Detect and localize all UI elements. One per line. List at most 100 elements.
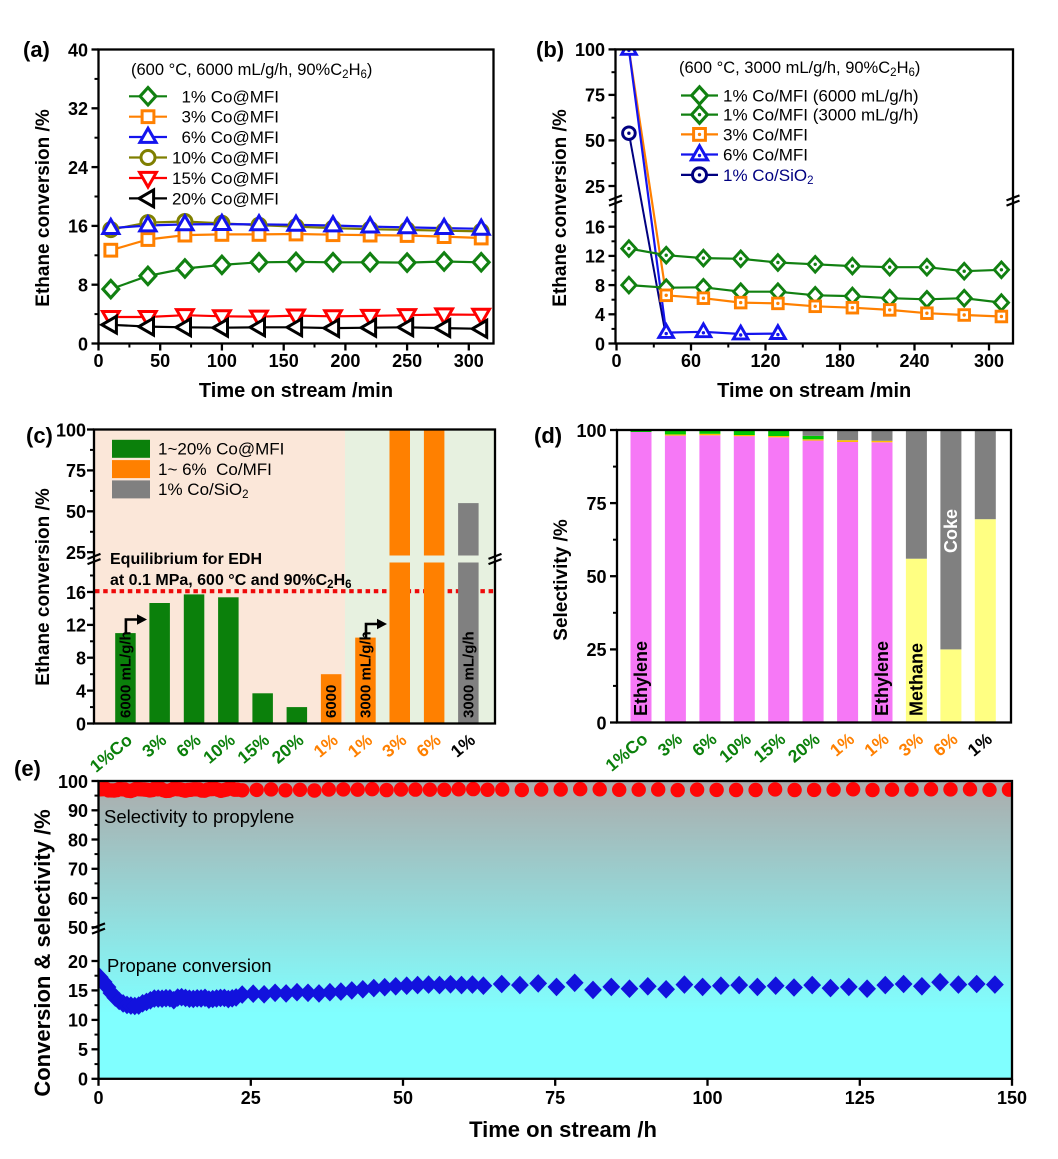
svg-text:0: 0 xyxy=(76,714,86,734)
svg-text:20% Co@MFI: 20% Co@MFI xyxy=(172,189,279,208)
svg-text:10% Co@MFI: 10% Co@MFI xyxy=(172,149,279,168)
svg-text:180: 180 xyxy=(825,351,855,371)
svg-text:100: 100 xyxy=(207,351,237,371)
svg-text:16: 16 xyxy=(66,583,86,603)
svg-text:Methane: Methane xyxy=(906,643,926,716)
svg-text:50: 50 xyxy=(68,918,88,938)
svg-text:0: 0 xyxy=(78,334,88,354)
svg-text:100: 100 xyxy=(575,40,605,60)
svg-text:16: 16 xyxy=(68,217,88,237)
svg-text:16: 16 xyxy=(585,218,605,238)
svg-text:24: 24 xyxy=(68,158,88,178)
svg-text:1% Co/MFI (3000 mL/g/h): 1% Co/MFI (3000 mL/g/h) xyxy=(723,106,919,125)
svg-text:Selectivity to propylene: Selectivity to propylene xyxy=(104,806,294,827)
svg-text:240: 240 xyxy=(899,351,929,371)
svg-text:15: 15 xyxy=(68,981,88,1001)
svg-text:12: 12 xyxy=(66,616,86,636)
svg-text:0: 0 xyxy=(595,334,605,354)
svg-text:(b): (b) xyxy=(536,37,564,62)
svg-text:60: 60 xyxy=(68,889,88,909)
svg-text:250: 250 xyxy=(392,351,422,371)
svg-text:Ethane conversion /%: Ethane conversion /% xyxy=(33,109,54,307)
svg-text:150: 150 xyxy=(997,1088,1027,1108)
svg-text:75: 75 xyxy=(585,86,605,106)
svg-text:0: 0 xyxy=(93,1088,103,1108)
svg-text:0: 0 xyxy=(596,713,606,733)
svg-text:3% Co/MFI: 3% Co/MFI xyxy=(723,125,808,144)
svg-text:Ethylene: Ethylene xyxy=(872,641,892,716)
svg-text:32: 32 xyxy=(68,99,88,119)
svg-text:8: 8 xyxy=(595,276,605,296)
svg-text:Time on stream /min: Time on stream /min xyxy=(199,380,393,402)
svg-text:Time on stream /min: Time on stream /min xyxy=(717,380,911,402)
svg-text:200: 200 xyxy=(330,351,360,371)
svg-text:90: 90 xyxy=(68,801,88,821)
svg-text:1% Co/SiO2: 1% Co/SiO2 xyxy=(723,166,814,187)
svg-text:Coke: Coke xyxy=(941,509,961,553)
svg-text:20: 20 xyxy=(68,952,88,972)
svg-text:0: 0 xyxy=(93,351,103,371)
svg-text:125: 125 xyxy=(845,1088,875,1108)
svg-text:50: 50 xyxy=(393,1088,413,1108)
svg-text:(e): (e) xyxy=(14,756,41,781)
svg-text:1~ 6% Co/MFI: 1~ 6% Co/MFI xyxy=(158,460,272,479)
svg-text:50: 50 xyxy=(66,502,86,522)
svg-text:(600 °C, 6000 mL/g/h, 90%C2H6): (600 °C, 6000 mL/g/h, 90%C2H6) xyxy=(131,61,372,81)
svg-text:300: 300 xyxy=(454,351,484,371)
svg-text:40: 40 xyxy=(68,40,88,60)
svg-text:5: 5 xyxy=(78,1040,88,1060)
svg-text:3000 mL/g/h: 3000 mL/g/h xyxy=(460,631,477,718)
svg-text:1% Co/SiO2: 1% Co/SiO2 xyxy=(158,480,249,501)
svg-text:100: 100 xyxy=(58,772,88,792)
svg-text:1~20% Co@MFI: 1~20% Co@MFI xyxy=(158,440,284,459)
svg-text:(a): (a) xyxy=(23,37,50,62)
svg-text:6000 mL/g/h: 6000 mL/g/h xyxy=(117,631,134,718)
svg-text:100: 100 xyxy=(692,1088,722,1108)
svg-text:10: 10 xyxy=(68,1011,88,1031)
svg-text:3000 mL/g/h: 3000 mL/g/h xyxy=(358,631,375,718)
svg-text:120: 120 xyxy=(750,351,780,371)
svg-text:75: 75 xyxy=(586,494,606,514)
svg-text:1% Co/MFI (6000 mL/g/h): 1% Co/MFI (6000 mL/g/h) xyxy=(723,87,919,106)
svg-text:Selectivity /%: Selectivity /% xyxy=(551,519,572,641)
svg-text:0: 0 xyxy=(611,351,621,371)
svg-text:Conversion & selectivity /%: Conversion & selectivity /% xyxy=(30,809,55,1096)
svg-text:50: 50 xyxy=(586,567,606,587)
svg-text:6000: 6000 xyxy=(323,685,340,718)
svg-text:60: 60 xyxy=(681,351,701,371)
svg-text:6% Co/MFI: 6% Co/MFI xyxy=(723,146,808,165)
svg-text:50: 50 xyxy=(150,351,170,371)
svg-text:(d): (d) xyxy=(534,423,562,448)
svg-text:4: 4 xyxy=(76,681,86,701)
svg-text:75: 75 xyxy=(545,1088,565,1108)
svg-text:Equilibrium for EDH: Equilibrium for EDH xyxy=(110,551,262,568)
svg-text:80: 80 xyxy=(68,830,88,850)
svg-text:Ethane conversion /%: Ethane conversion /% xyxy=(33,488,54,686)
svg-text:at 0.1 MPa, 600 °C and 90%C2H6: at 0.1 MPa, 600 °C and 90%C2H6 xyxy=(110,572,352,591)
svg-text:150: 150 xyxy=(269,351,299,371)
svg-text:25: 25 xyxy=(586,640,606,660)
svg-text:(c): (c) xyxy=(26,423,53,448)
svg-text:15% Co@MFI: 15% Co@MFI xyxy=(172,169,279,188)
svg-text:50: 50 xyxy=(585,131,605,151)
svg-text:4: 4 xyxy=(595,305,605,325)
svg-text:100: 100 xyxy=(56,420,86,440)
svg-text:25: 25 xyxy=(241,1088,261,1108)
svg-text:12: 12 xyxy=(585,247,605,267)
svg-text:25: 25 xyxy=(585,177,605,197)
svg-text:6% Co@MFI: 6% Co@MFI xyxy=(172,128,279,147)
svg-text:75: 75 xyxy=(66,461,86,481)
svg-text:Ethylene: Ethylene xyxy=(631,641,651,716)
svg-text:8: 8 xyxy=(76,649,86,669)
svg-text:Propane conversion: Propane conversion xyxy=(107,955,272,976)
svg-text:(600 °C, 3000 mL/g/h, 90%C2H6): (600 °C, 3000 mL/g/h, 90%C2H6) xyxy=(679,59,920,79)
svg-text:70: 70 xyxy=(68,860,88,880)
svg-text:3% Co@MFI: 3% Co@MFI xyxy=(172,108,279,127)
svg-text:1% Co@MFI: 1% Co@MFI xyxy=(172,87,279,106)
svg-text:Ethane conversion /%: Ethane conversion /% xyxy=(550,109,571,307)
svg-text:8: 8 xyxy=(78,276,88,296)
svg-text:300: 300 xyxy=(974,351,1004,371)
svg-text:25: 25 xyxy=(66,543,86,563)
svg-text:100: 100 xyxy=(576,421,606,441)
svg-text:0: 0 xyxy=(78,1070,88,1090)
